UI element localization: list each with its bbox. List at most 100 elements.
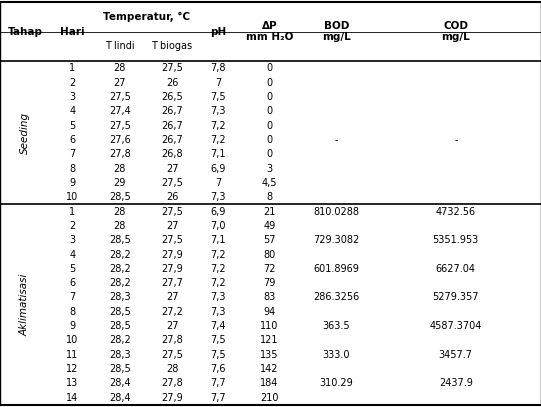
Text: 2: 2 <box>69 221 75 231</box>
Text: 135: 135 <box>260 350 279 360</box>
Text: 28,5: 28,5 <box>109 192 131 202</box>
Text: BOD
mg/L: BOD mg/L <box>322 21 351 42</box>
Text: 29: 29 <box>114 178 126 188</box>
Text: 110: 110 <box>260 321 279 331</box>
Text: 7,1: 7,1 <box>210 235 226 245</box>
Text: 8: 8 <box>266 192 273 202</box>
Text: 26: 26 <box>166 78 178 88</box>
Text: 7,2: 7,2 <box>210 120 226 131</box>
Text: 28: 28 <box>114 221 126 231</box>
Text: Temperatur, °C: Temperatur, °C <box>103 12 190 22</box>
Text: 8: 8 <box>69 164 75 173</box>
Text: 4587.3704: 4587.3704 <box>430 321 482 331</box>
Text: 26,7: 26,7 <box>161 120 183 131</box>
Text: 13: 13 <box>66 379 78 388</box>
Text: 7,2: 7,2 <box>210 135 226 145</box>
Text: 3: 3 <box>266 164 273 173</box>
Text: 26,7: 26,7 <box>161 135 183 145</box>
Text: 7,4: 7,4 <box>210 321 226 331</box>
Text: 57: 57 <box>263 235 276 245</box>
Text: 11: 11 <box>66 350 78 360</box>
Text: 7,2: 7,2 <box>210 264 226 274</box>
Text: 7,7: 7,7 <box>210 379 226 388</box>
Text: 27,8: 27,8 <box>161 335 183 346</box>
Text: 28,2: 28,2 <box>109 249 131 260</box>
Text: 6627.04: 6627.04 <box>436 264 476 274</box>
Text: Seeding: Seeding <box>20 112 30 154</box>
Text: 27,5: 27,5 <box>109 92 131 102</box>
Text: 26: 26 <box>166 192 178 202</box>
Text: 5: 5 <box>69 120 75 131</box>
Text: -: - <box>454 135 458 145</box>
Text: 601.8969: 601.8969 <box>313 264 359 274</box>
Text: 7: 7 <box>69 293 75 302</box>
Text: 12: 12 <box>66 364 78 374</box>
Text: 7,3: 7,3 <box>210 192 226 202</box>
Text: ΔP
mm H₂O: ΔP mm H₂O <box>246 21 293 42</box>
Text: 27,8: 27,8 <box>109 149 131 159</box>
Text: 810.0288: 810.0288 <box>313 206 359 217</box>
Text: 0: 0 <box>266 92 273 102</box>
Text: 94: 94 <box>263 307 275 317</box>
Text: 7,7: 7,7 <box>210 393 226 403</box>
Text: 27: 27 <box>166 321 179 331</box>
Text: 7,2: 7,2 <box>210 278 226 288</box>
Text: 5279.357: 5279.357 <box>433 293 479 302</box>
Text: 27,5: 27,5 <box>109 120 131 131</box>
Text: 5351.953: 5351.953 <box>433 235 479 245</box>
Text: 27,2: 27,2 <box>161 307 183 317</box>
Text: 10: 10 <box>66 192 78 202</box>
Text: 28: 28 <box>166 364 178 374</box>
Text: 9: 9 <box>69 178 75 188</box>
Text: 7,6: 7,6 <box>210 364 226 374</box>
Text: 28: 28 <box>114 63 126 73</box>
Text: 333.0: 333.0 <box>322 350 350 360</box>
Text: 28: 28 <box>114 206 126 217</box>
Text: 0: 0 <box>266 120 273 131</box>
Text: 3: 3 <box>69 235 75 245</box>
Text: 27,9: 27,9 <box>161 264 183 274</box>
Text: 184: 184 <box>260 379 279 388</box>
Text: 7,3: 7,3 <box>210 307 226 317</box>
Text: Hari: Hari <box>60 26 84 37</box>
Text: 27,5: 27,5 <box>161 350 183 360</box>
Text: 142: 142 <box>260 364 279 374</box>
Text: 28,5: 28,5 <box>109 307 131 317</box>
Text: 7,8: 7,8 <box>210 63 226 73</box>
Text: 26,8: 26,8 <box>161 149 183 159</box>
Text: 72: 72 <box>263 264 276 274</box>
Text: 6: 6 <box>69 278 75 288</box>
Text: 121: 121 <box>260 335 279 346</box>
Text: 27: 27 <box>114 78 126 88</box>
Text: 4: 4 <box>69 106 75 116</box>
Text: 7,3: 7,3 <box>210 293 226 302</box>
Text: 27,9: 27,9 <box>161 393 183 403</box>
Text: 4: 4 <box>69 249 75 260</box>
Text: 27,7: 27,7 <box>161 278 183 288</box>
Text: 28,5: 28,5 <box>109 321 131 331</box>
Text: 7,3: 7,3 <box>210 106 226 116</box>
Text: 210: 210 <box>260 393 279 403</box>
Text: 3457.7: 3457.7 <box>439 350 473 360</box>
Text: 49: 49 <box>263 221 275 231</box>
Text: 6,9: 6,9 <box>210 164 226 173</box>
Text: T lindi: T lindi <box>105 41 135 51</box>
Text: 27,6: 27,6 <box>109 135 131 145</box>
Text: 6,9: 6,9 <box>210 206 226 217</box>
Text: 27,8: 27,8 <box>161 379 183 388</box>
Text: 28,2: 28,2 <box>109 264 131 274</box>
Text: 0: 0 <box>266 78 273 88</box>
Text: T biogas: T biogas <box>151 41 193 51</box>
Text: pH: pH <box>210 26 226 37</box>
Text: 4732.56: 4732.56 <box>436 206 476 217</box>
Text: 3: 3 <box>69 92 75 102</box>
Text: 0: 0 <box>266 135 273 145</box>
Text: 28,2: 28,2 <box>109 335 131 346</box>
Text: Aklimatisasi: Aklimatisasi <box>20 274 30 336</box>
Text: Tahap: Tahap <box>8 26 42 37</box>
Text: 27,5: 27,5 <box>161 178 183 188</box>
Text: 286.3256: 286.3256 <box>313 293 359 302</box>
Text: 28,2: 28,2 <box>109 278 131 288</box>
Text: 310.29: 310.29 <box>319 379 353 388</box>
Text: 7,2: 7,2 <box>210 249 226 260</box>
